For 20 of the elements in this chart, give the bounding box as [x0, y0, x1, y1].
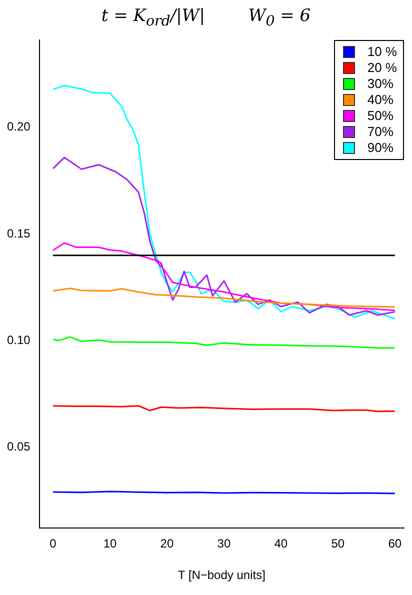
x-tick-label: 30: [217, 536, 231, 551]
legend-label: 40%: [367, 92, 394, 108]
y-tick-label: 0.15: [6, 226, 31, 240]
x-tick-label: 60: [388, 536, 402, 551]
y-tick-label: 0.10: [6, 332, 31, 347]
x-tick-label: 0: [50, 536, 57, 551]
x-tick-label: 10: [103, 536, 117, 551]
legend-label: 30%: [367, 76, 394, 92]
chart-title: t = K$_{ord}$/|W| W$_{0}$ = 6: [100, 6, 312, 30]
legend-label: 70%: [367, 124, 394, 140]
y-tick-label: 0.05: [6, 440, 31, 454]
legend-label: 20 %: [367, 60, 397, 76]
x-tick-label: 50: [331, 536, 345, 551]
legend-label: 10 %: [367, 44, 397, 60]
x-axis-title: T [N−body units]: [178, 568, 266, 582]
legend-label: 50%: [367, 108, 394, 124]
x-tick-label: 20: [160, 536, 174, 551]
y-tick-label: 0.20: [6, 120, 31, 134]
legend-label: 90%: [367, 140, 394, 156]
x-tick-label: 40: [274, 536, 288, 551]
